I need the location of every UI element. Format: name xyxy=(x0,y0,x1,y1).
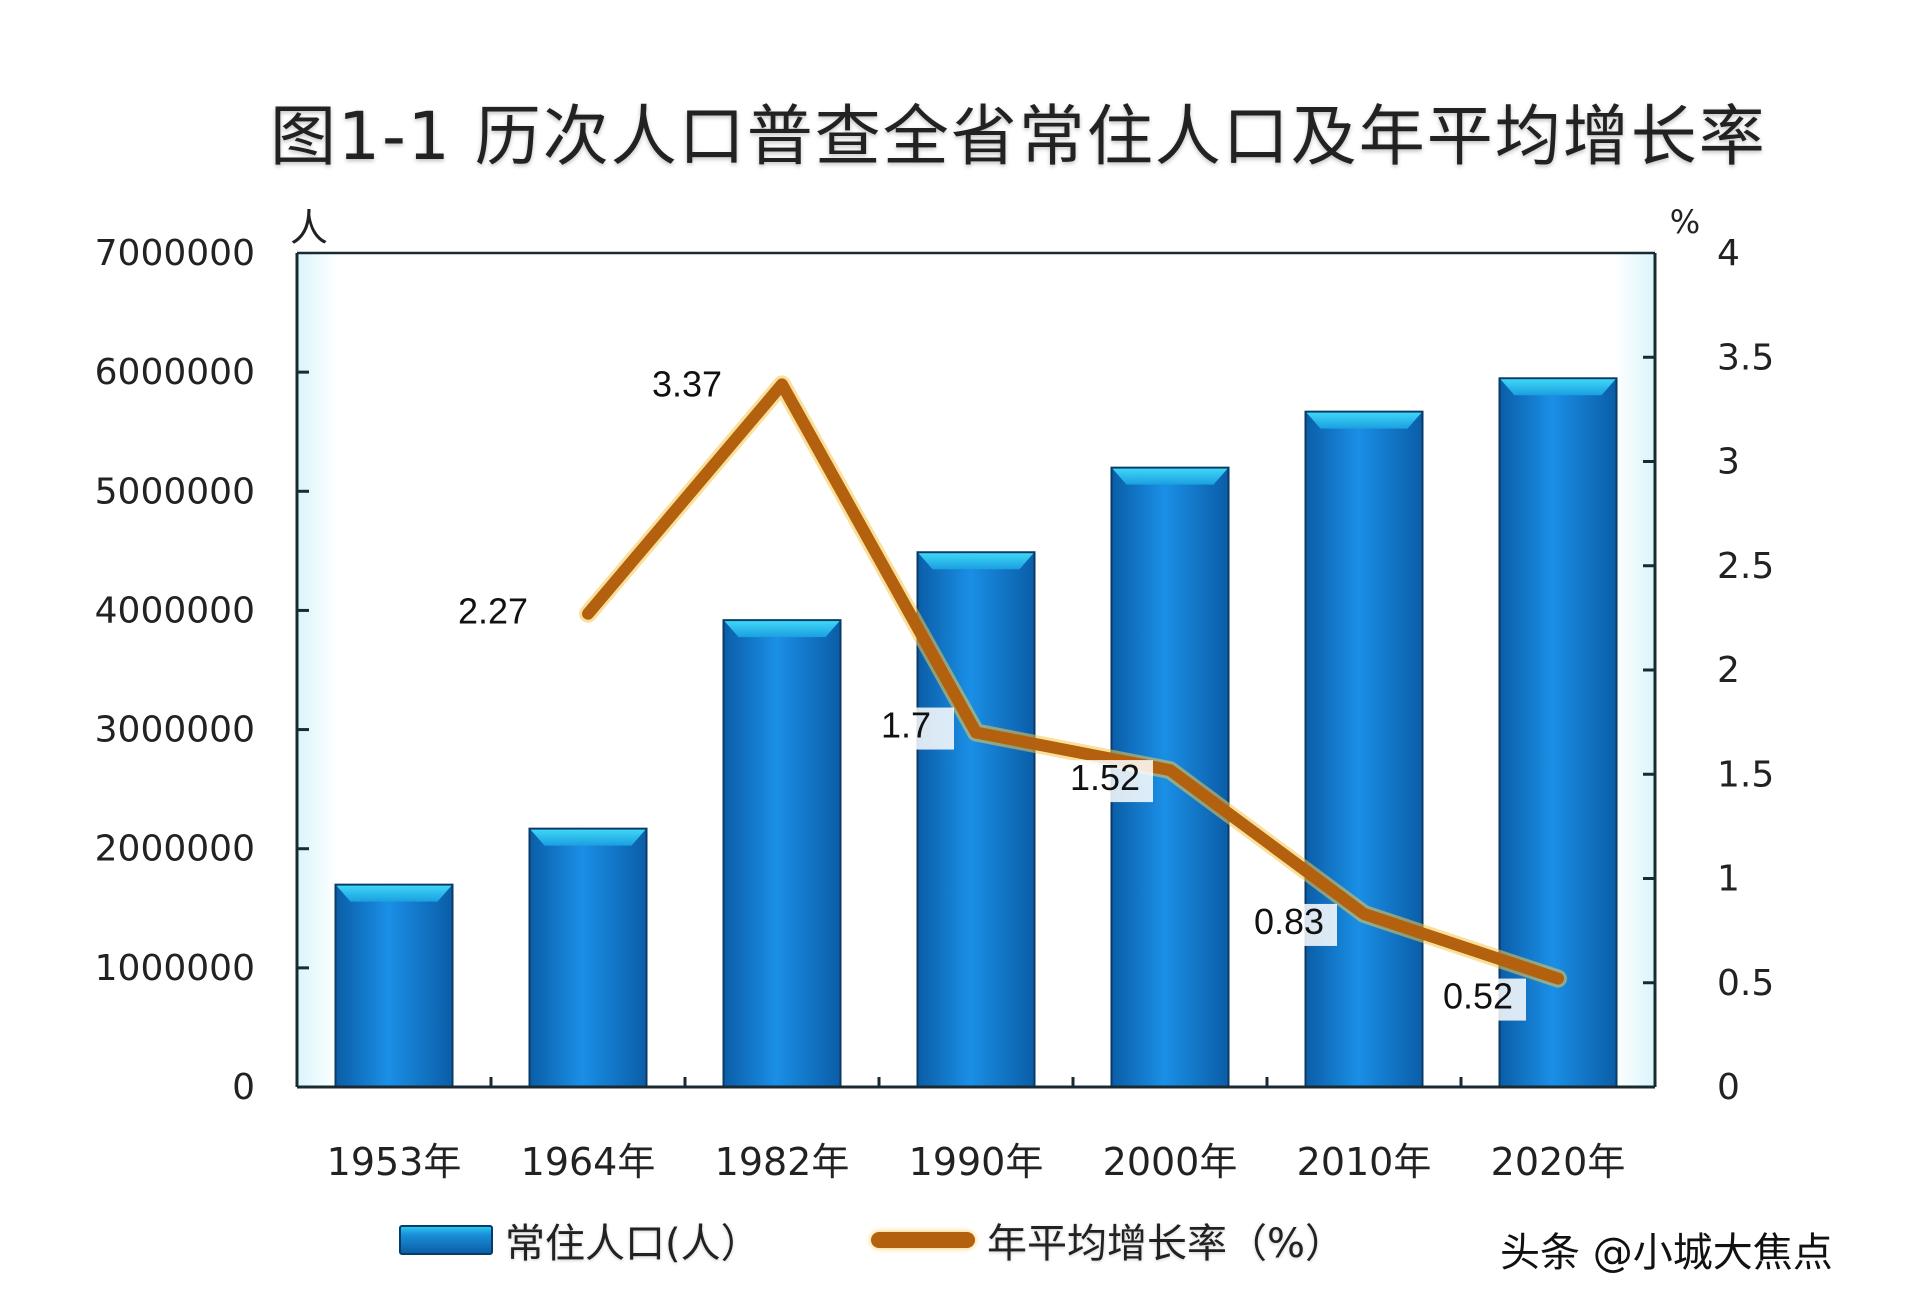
right-axis-tick-label: 3 xyxy=(1717,442,1740,483)
data-label: 3.37 xyxy=(652,363,722,404)
line-series-growth-rate xyxy=(579,375,1567,988)
left-axis-tick-label: 2000000 xyxy=(95,829,255,870)
legend-label-population: 常住人口(人） xyxy=(505,1221,761,1267)
right-axis-tick-label: 1.5 xyxy=(1717,754,1774,795)
legend-label-growth-rate: 年平均增长率（%） xyxy=(987,1221,1346,1267)
right-axis-tick-label: 2 xyxy=(1717,650,1740,691)
bar xyxy=(1498,377,1618,1087)
left-axis-tick-label: 1000000 xyxy=(95,948,255,989)
x-axis-tick-label: 2020年 xyxy=(1491,1140,1626,1184)
bar xyxy=(334,883,454,1087)
x-axis-tick-label: 1990年 xyxy=(909,1140,1044,1184)
x-axis-tick-label: 2000年 xyxy=(1103,1140,1238,1184)
x-axis-tick-label: 1953年 xyxy=(327,1140,462,1184)
bar xyxy=(1304,410,1424,1087)
data-label: 0.52 xyxy=(1443,976,1513,1017)
bar xyxy=(528,827,648,1087)
data-labels: 2.27 3.37 1.7 1.52 0.83 0.52 xyxy=(445,363,1526,1021)
right-axis-tick-label: 4 xyxy=(1717,233,1740,274)
x-axis-tick-label: 2010年 xyxy=(1297,1140,1432,1184)
bar-series-population xyxy=(334,377,1618,1087)
right-axis-tick-label: 1 xyxy=(1717,859,1740,900)
x-axis-tick-label: 1964年 xyxy=(521,1140,656,1184)
axes: 0 1000000 2000000 3000000 4000000 5000000 6000… xyxy=(95,203,1775,1184)
line-swatch-icon xyxy=(871,1232,975,1248)
right-axis-tick-label: 3.5 xyxy=(1717,337,1774,378)
bar-swatch-icon xyxy=(399,1225,493,1255)
legend-item-growth-rate: 年平均增长率（%） xyxy=(871,1214,1346,1267)
bar xyxy=(722,619,842,1087)
right-axis-unit: % xyxy=(1670,203,1700,241)
right-axis-tick-label: 2.5 xyxy=(1717,546,1774,587)
legend-item-population: 常住人口(人） xyxy=(399,1214,761,1267)
left-axis-tick-label: 4000000 xyxy=(95,590,255,631)
watermark: 头条 @小城大焦点 xyxy=(1500,1230,1833,1276)
left-axis-tick-label: 7000000 xyxy=(95,233,255,274)
right-axis-tick-label: 0 xyxy=(1717,1067,1740,1108)
data-label: 1.52 xyxy=(1070,757,1140,798)
left-axis-unit: 人 xyxy=(290,206,328,250)
x-axis-tick-label: 1982年 xyxy=(715,1140,850,1184)
left-axis-tick-label: 3000000 xyxy=(95,710,255,751)
bar xyxy=(916,551,1036,1087)
data-label: 0.83 xyxy=(1254,901,1324,942)
right-axis-tick-label: 0.5 xyxy=(1717,963,1774,1004)
data-label: 2.27 xyxy=(458,591,528,632)
left-axis-tick-label: 0 xyxy=(232,1067,255,1108)
chart-title: 图1-1 历次人口普查全省常住人口及年平均增长率 xyxy=(270,98,1767,175)
data-label: 1.7 xyxy=(881,705,931,746)
left-axis-tick-label: 6000000 xyxy=(95,352,255,393)
left-axis-tick-label: 5000000 xyxy=(95,471,255,512)
